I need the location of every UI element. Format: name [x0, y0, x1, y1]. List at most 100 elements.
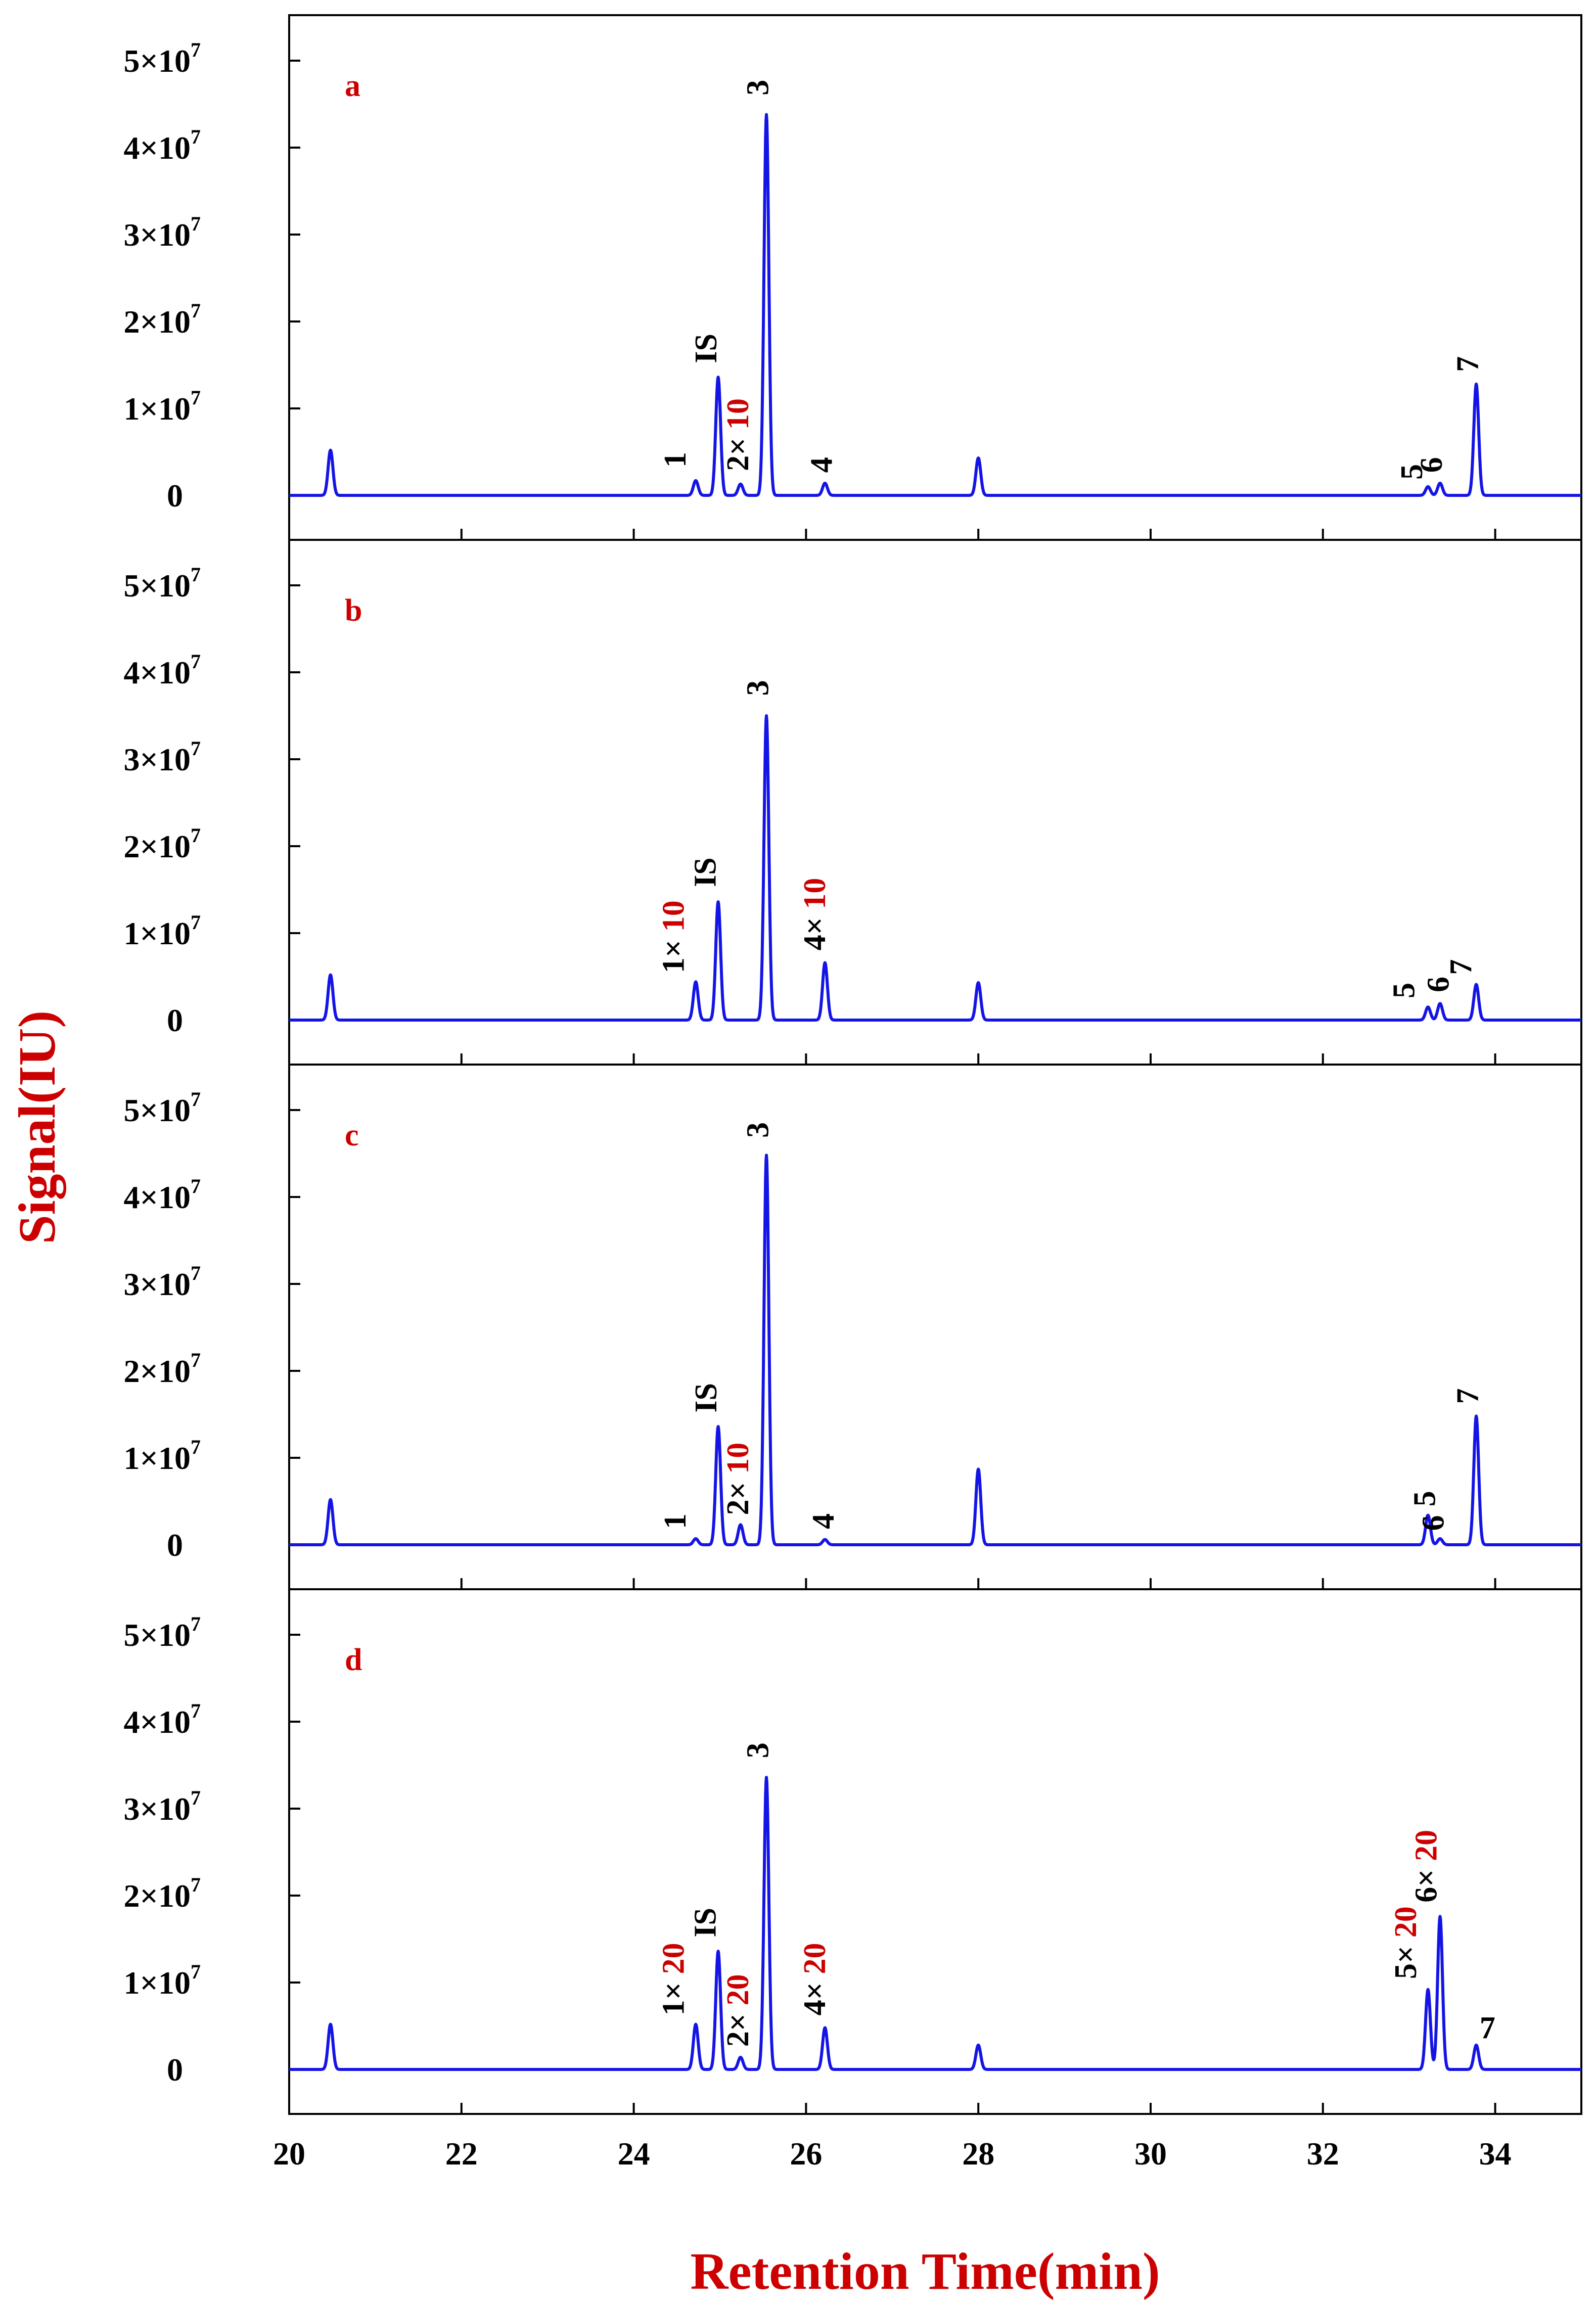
- y-tick-label: 2×107: [124, 1873, 201, 1914]
- peak-point: [977, 2044, 980, 2046]
- peak-label-part: 2×: [721, 430, 755, 471]
- y-tick-exponent: 7: [191, 1699, 201, 1722]
- y-tick-exponent: 7: [191, 563, 201, 586]
- peak-label-part: 20: [1409, 1830, 1444, 1861]
- peak-label: 1× 20: [656, 1943, 691, 2016]
- x-tick-label: 26: [790, 2136, 822, 2172]
- peak-point: [1439, 1915, 1441, 1918]
- peak-label-part: 7: [1451, 356, 1485, 372]
- y-tick-mantissa: 4×10: [124, 655, 191, 690]
- peak-point: [717, 1425, 719, 1428]
- peak-point: [1427, 485, 1429, 488]
- panel-letter-b: b: [345, 593, 362, 628]
- y-tick-mantissa: 4×10: [124, 130, 191, 166]
- y-tick-mantissa: 0: [167, 1002, 183, 1038]
- peak-point: [717, 1950, 719, 1953]
- x-tick-label: 32: [1307, 2136, 1339, 2172]
- peak-label-part: 2×: [721, 2005, 755, 2047]
- y-tick-mantissa: 4×10: [124, 1704, 191, 1740]
- panel-letter-c: c: [345, 1118, 359, 1153]
- y-tick-mantissa: 2×10: [124, 1353, 191, 1389]
- y-tick-label: 2×107: [124, 299, 201, 340]
- y-tick-label: 1×107: [124, 386, 201, 427]
- peak-point: [329, 1498, 332, 1501]
- peak-label: 6: [1422, 977, 1456, 992]
- peak-point: [824, 2026, 826, 2029]
- y-tick-exponent: 7: [191, 1262, 201, 1284]
- x-tick-label: 22: [445, 2136, 478, 2172]
- peak-label: 2× 10: [721, 398, 755, 471]
- y-tick-mantissa: 0: [167, 1527, 183, 1563]
- peak-point: [765, 1776, 768, 1779]
- peak-point: [739, 2056, 742, 2058]
- peak-point: [695, 479, 697, 482]
- peak-point: [824, 482, 826, 484]
- peak-label: 4: [806, 1513, 841, 1529]
- peak-label: 5: [1407, 1491, 1442, 1506]
- y-tick-label: 4×107: [124, 125, 201, 166]
- peak-label-part: 1×: [656, 932, 691, 973]
- peak-point: [1475, 383, 1478, 385]
- y-tick-mantissa: 3×10: [124, 1266, 191, 1302]
- y-tick-label: 5×107: [124, 563, 201, 604]
- y-tick-exponent: 7: [191, 1612, 201, 1635]
- peak-point: [1475, 2044, 1478, 2046]
- peak-label-part: 4: [805, 457, 839, 473]
- y-tick-label: 3×107: [124, 1262, 201, 1302]
- peak-label-part: 20: [656, 1943, 691, 1974]
- y-tick-mantissa: 1×10: [124, 915, 191, 951]
- y-tick-exponent: 7: [191, 824, 201, 847]
- peak-label: 7: [1451, 356, 1485, 372]
- peak-label-part: 3: [741, 1122, 775, 1138]
- y-tick-mantissa: 0: [167, 478, 183, 514]
- peak-point: [1427, 1988, 1429, 1991]
- y-tick-mantissa: 3×10: [124, 1791, 191, 1827]
- peak-label: 2× 10: [721, 1443, 755, 1515]
- y-tick-label: 3×107: [124, 1786, 201, 1827]
- peak-point: [329, 449, 332, 451]
- peak-label-part: 20: [1389, 1906, 1423, 1938]
- y-tick-exponent: 7: [191, 212, 201, 235]
- y-tick-exponent: 7: [191, 1088, 201, 1111]
- peak-label-part: 4: [806, 1513, 841, 1529]
- y-tick-label: 0: [167, 1527, 183, 1563]
- y-tick-exponent: 7: [191, 386, 201, 409]
- peak-label: 7: [1444, 959, 1478, 975]
- peak-label-part: 10: [656, 900, 691, 932]
- y-tick-label: 0: [167, 2052, 183, 2088]
- y-tick-exponent: 7: [191, 737, 201, 760]
- peak-label-part: IS: [689, 1383, 723, 1413]
- peak-label-part: 4×: [798, 1974, 832, 2016]
- y-tick-mantissa: 5×10: [124, 568, 191, 604]
- peak-point: [695, 1537, 697, 1540]
- peak-point: [977, 457, 980, 459]
- y-tick-exponent: 7: [191, 1436, 201, 1458]
- peak-label: IS: [689, 1383, 723, 1413]
- y-tick-mantissa: 5×10: [124, 1092, 191, 1128]
- y-tick-exponent: 7: [191, 125, 201, 148]
- y-tick-label: 4×107: [124, 1699, 201, 1740]
- peak-point: [329, 974, 332, 976]
- y-tick-mantissa: 5×10: [124, 43, 191, 79]
- peak-point: [695, 2023, 697, 2025]
- peak-label-part: 1×: [656, 1974, 691, 2016]
- peak-label: IS: [689, 334, 723, 363]
- peak-label: 6: [1415, 457, 1449, 473]
- peak-label-part: 1: [658, 452, 693, 468]
- peak-label-part: 6: [1416, 1515, 1450, 1531]
- peak-label-part: 10: [798, 878, 832, 909]
- y-tick-exponent: 7: [191, 1873, 201, 1896]
- peak-label-part: 20: [721, 1974, 755, 2005]
- peak-label-part: 7: [1451, 1388, 1485, 1404]
- peak-label: 3: [741, 1742, 775, 1758]
- peak-label-part: 7: [1444, 959, 1478, 975]
- y-tick-exponent: 7: [191, 1349, 201, 1371]
- peak-label: 1: [658, 452, 693, 468]
- peak-point: [1427, 1514, 1429, 1516]
- peak-point: [765, 113, 768, 116]
- y-tick-label: 1×107: [124, 911, 201, 951]
- x-tick-label: 30: [1134, 2136, 1167, 2172]
- peak-label: 5: [1395, 464, 1429, 480]
